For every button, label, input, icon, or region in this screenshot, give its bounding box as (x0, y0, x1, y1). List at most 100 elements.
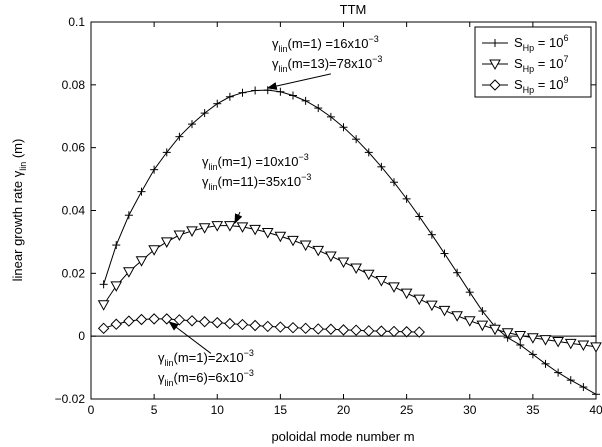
data-point (350, 263, 362, 275)
data-point (564, 338, 577, 350)
data-point (225, 92, 234, 101)
data-point (312, 245, 325, 257)
data-point (554, 368, 563, 377)
data-point (274, 321, 287, 333)
data-point (112, 241, 121, 250)
data-point (390, 178, 398, 187)
data-point (148, 245, 160, 256)
data-point (337, 257, 350, 269)
data-point (463, 316, 476, 327)
x-tick-label: 15 (274, 403, 288, 417)
data-point (287, 235, 299, 247)
data-point (198, 223, 211, 234)
x-tick-label: 30 (463, 403, 477, 417)
data-point (337, 324, 350, 336)
data-point (198, 316, 211, 328)
y-tick-label: 0.02 (62, 266, 86, 280)
data-point (312, 323, 324, 335)
data-point (135, 313, 148, 326)
data-point (325, 323, 337, 335)
series-s7 (97, 221, 602, 353)
series-line-s6 (103, 89, 597, 395)
data-point (186, 315, 198, 327)
data-point (592, 390, 600, 399)
data-point (97, 322, 110, 335)
data-point (236, 318, 249, 331)
data-point (400, 326, 413, 338)
data-point (590, 342, 602, 353)
legend-label: SHp = 109 (514, 75, 568, 95)
data-point (99, 280, 108, 289)
x-tick-label: 40 (589, 403, 602, 417)
data-point (478, 307, 487, 316)
data-point (110, 318, 122, 330)
data-point (552, 337, 564, 348)
data-point (566, 376, 575, 385)
data-point (539, 335, 552, 346)
data-point (528, 350, 537, 359)
x-tick-label: 0 (88, 403, 95, 417)
x-tick-label: 35 (526, 403, 540, 417)
y-tick-label: 0 (78, 329, 85, 343)
data-point (413, 294, 426, 306)
legend-label: SHp = 107 (514, 54, 568, 74)
data-point (162, 148, 171, 157)
data-point (426, 300, 438, 312)
data-point (377, 162, 386, 171)
data-point (137, 187, 146, 196)
data-point (161, 313, 173, 325)
data-point (299, 322, 312, 335)
data-point (211, 316, 223, 329)
data-point (501, 328, 514, 339)
data-point (339, 123, 348, 132)
series-line-s7 (103, 225, 597, 348)
data-point (440, 249, 449, 258)
legend-marker (489, 79, 501, 91)
data-point (453, 268, 462, 277)
x-tick-label: 20 (337, 403, 351, 417)
data-point (249, 319, 261, 332)
data-point (211, 221, 224, 232)
y-tick-label: 0.08 (62, 78, 86, 92)
series-s9 (97, 313, 425, 338)
annotation-line: γlin(m=13)=78x10−3 (272, 54, 382, 74)
data-point (186, 226, 198, 237)
data-point (175, 132, 184, 141)
annotation-arrow (234, 211, 243, 224)
data-point (314, 104, 323, 113)
series-s6 (99, 86, 600, 399)
data-point (160, 237, 173, 248)
data-point (363, 325, 375, 337)
data-point (301, 96, 310, 105)
data-point (476, 320, 489, 332)
data-point (251, 86, 260, 95)
annotation-line: γlin(m=11)=35x10−3 (202, 172, 311, 192)
data-point (415, 212, 424, 221)
data-point (274, 231, 287, 243)
x-tick-label: 10 (211, 403, 225, 417)
data-point (388, 282, 400, 293)
data-point (402, 194, 411, 203)
x-tick-label: 25 (400, 403, 414, 417)
data-point (400, 288, 413, 300)
data-point (427, 230, 436, 239)
data-point (527, 333, 539, 344)
data-point (514, 331, 527, 342)
data-point (375, 325, 388, 337)
chart-title: TTM (340, 2, 367, 17)
data-point (438, 305, 451, 317)
data-point (579, 383, 588, 392)
data-point (123, 315, 135, 327)
annotation-line: γlin(m=1)=2x10−3 (158, 348, 254, 368)
data-point (124, 211, 133, 220)
y-tick-label: −0.02 (55, 392, 86, 406)
annotation-line: γlin(m=6)=6x10−3 (158, 368, 254, 388)
data-point (213, 99, 222, 108)
y-tick-label: 0.06 (62, 141, 86, 155)
data-point (465, 288, 474, 297)
data-point (224, 317, 236, 330)
data-point (150, 165, 159, 174)
